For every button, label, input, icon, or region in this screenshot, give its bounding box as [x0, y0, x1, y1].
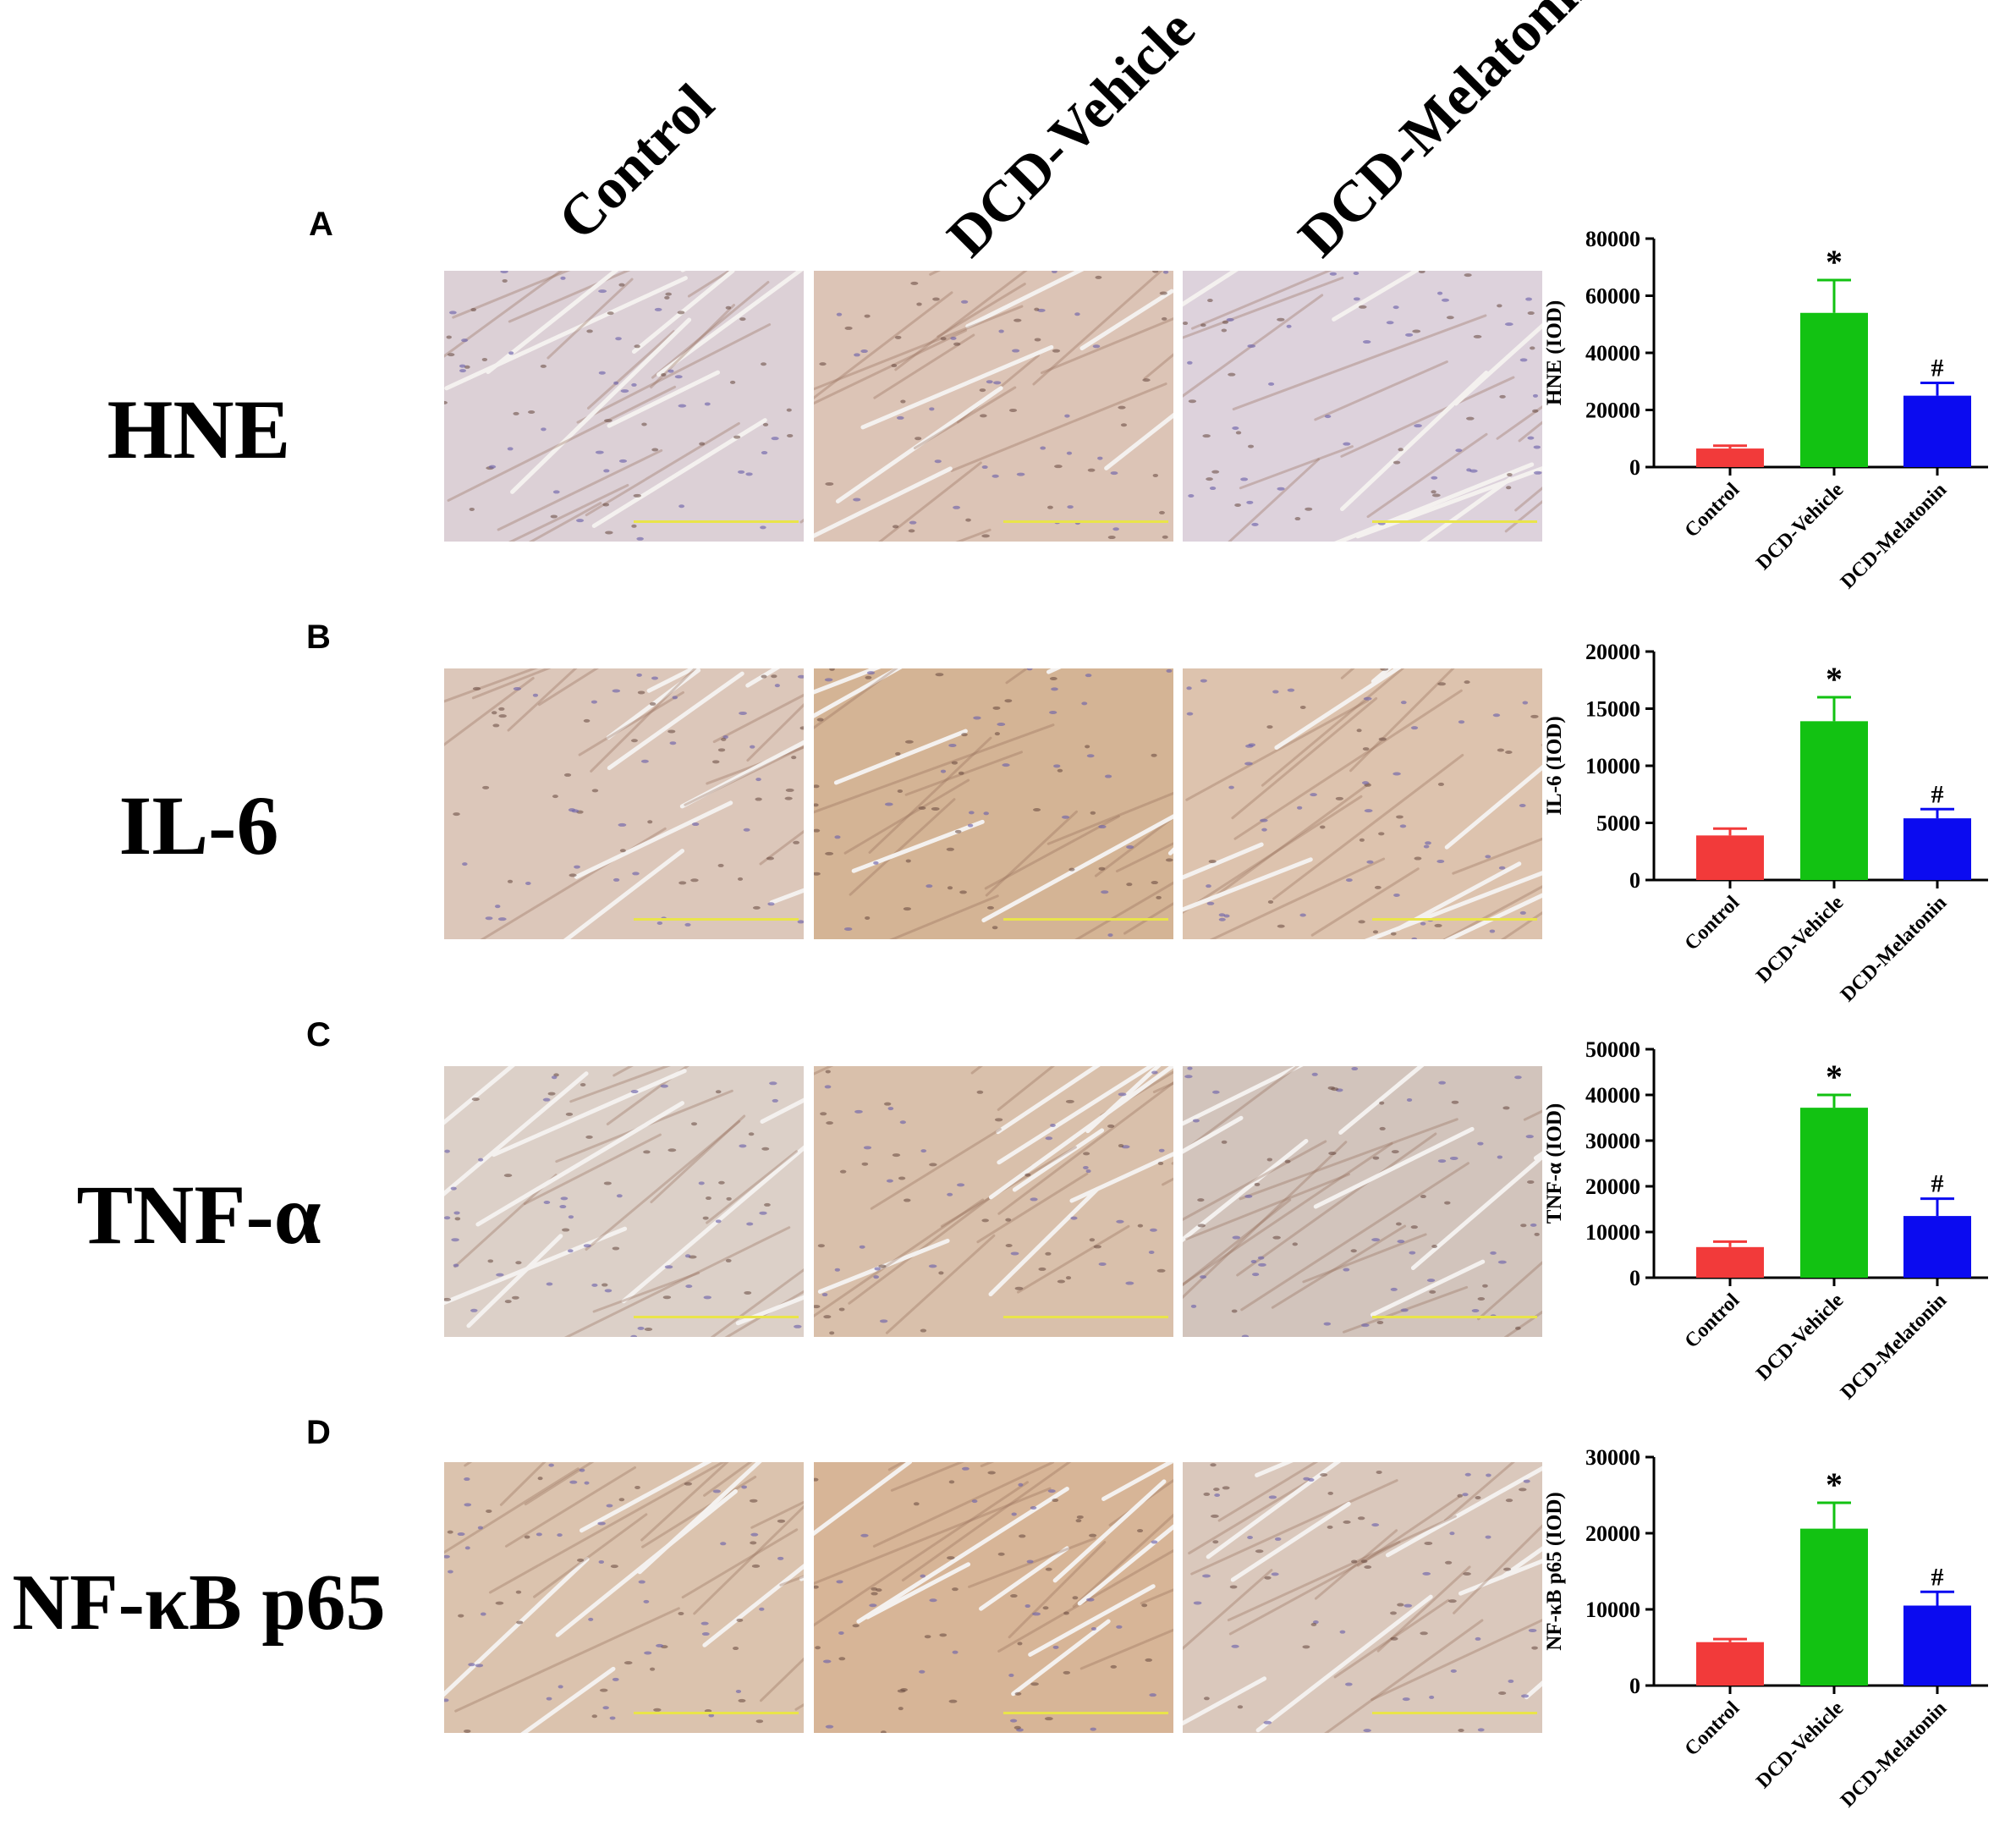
x-tick-label: DCD-Melatonin — [1837, 1290, 1951, 1404]
y-tick-label: 10000 — [1585, 754, 1640, 778]
micrograph-2-1 — [814, 1066, 1173, 1337]
scale-bar — [634, 520, 799, 523]
scale-bar — [1372, 918, 1537, 921]
significance-mark: # — [1931, 1170, 1944, 1198]
significance-mark: * — [1826, 243, 1843, 281]
micrograph-1-0 — [444, 668, 804, 939]
x-tick-label: Control — [1681, 892, 1744, 955]
scale-bar — [634, 1712, 799, 1714]
bar-dcd-vehicle — [1800, 1528, 1868, 1686]
micrograph-3-2 — [1183, 1462, 1542, 1733]
panel-letter-c: C — [306, 1016, 331, 1053]
scale-bar — [1003, 918, 1168, 921]
scale-bar — [634, 1316, 799, 1318]
y-tick-label: 20000 — [1585, 399, 1640, 423]
micrograph-2-2 — [1183, 1066, 1542, 1337]
x-tick-label: Control — [1681, 1697, 1744, 1761]
y-tick-label: 40000 — [1585, 341, 1640, 366]
bar-dcd-vehicle — [1800, 721, 1868, 880]
bar-chart-nfkb-p65: 0 10000 20000 30000 NF-κB p65 (IOD) Control * D… — [1543, 1445, 1988, 1812]
y-axis-label: NF-κB p65 (IOD) — [1543, 1492, 1566, 1651]
micrograph-3-0 — [444, 1462, 804, 1733]
significance-mark: # — [1931, 780, 1944, 808]
x-tick-label: DCD-Vehicle — [1752, 1697, 1848, 1793]
micrograph-0-1 — [814, 271, 1173, 542]
x-tick-label: Control — [1681, 1290, 1744, 1353]
y-tick-label: 20000 — [1585, 1174, 1640, 1199]
panel-letter-b: B — [306, 619, 331, 656]
row-label-nfkb-p65: NF-κB p65 — [12, 1559, 386, 1647]
y-tick-label: 20000 — [1585, 1521, 1640, 1546]
significance-mark: # — [1931, 1563, 1944, 1591]
y-axis-label: IL-6 (IOD) — [1543, 716, 1566, 815]
significance-mark: # — [1931, 354, 1944, 382]
scale-bar — [1372, 1712, 1537, 1714]
panel-letter-a: A — [309, 206, 333, 243]
micrograph-1-1 — [814, 668, 1173, 939]
bar-dcd-melatonin — [1903, 1605, 1971, 1686]
scale-bar — [1003, 520, 1168, 523]
y-tick-label: 15000 — [1585, 697, 1640, 722]
y-tick-label: 0 — [1629, 868, 1640, 893]
y-tick-label: 0 — [1629, 1266, 1640, 1290]
scale-bar — [1372, 1316, 1537, 1318]
significance-mark: * — [1826, 1058, 1843, 1096]
micrograph-0-2 — [1183, 271, 1542, 542]
bar-control — [1696, 835, 1764, 880]
x-tick-label: DCD-Vehicle — [1752, 479, 1848, 575]
x-tick-label: DCD-Melatonin — [1837, 892, 1951, 1006]
bar-dcd-melatonin — [1903, 1216, 1971, 1278]
bar-dcd-melatonin — [1903, 395, 1971, 467]
x-tick-label: DCD-Vehicle — [1752, 1290, 1848, 1385]
bar-control — [1696, 1642, 1764, 1686]
y-tick-label: 60000 — [1585, 284, 1640, 309]
y-axis-label: TNF-α (IOD) — [1543, 1103, 1566, 1224]
bar-dcd-vehicle — [1800, 312, 1868, 467]
bar-control — [1696, 448, 1764, 467]
micrograph-1-2 — [1183, 668, 1542, 939]
panel-letter-d: D — [306, 1414, 331, 1451]
y-axis-label: HNE (IOD) — [1543, 300, 1566, 405]
scale-bar — [634, 918, 799, 921]
y-tick-label: 10000 — [1585, 1598, 1640, 1622]
y-tick-label: 5000 — [1596, 811, 1640, 836]
row-label-tnfa: TNF-α — [76, 1168, 321, 1262]
x-tick-label: DCD-Vehicle — [1752, 892, 1848, 987]
y-tick-label: 50000 — [1585, 1037, 1640, 1062]
x-tick-label: Control — [1681, 479, 1744, 542]
y-tick-label: 80000 — [1585, 227, 1640, 251]
y-tick-label: 30000 — [1585, 1445, 1640, 1470]
significance-mark: * — [1826, 660, 1843, 698]
y-tick-label: 40000 — [1585, 1083, 1640, 1108]
bar-chart-il6: 0 5000 10000 15000 20000 IL-6 (IOD) Control * DC… — [1543, 640, 1988, 1006]
y-tick-label: 10000 — [1585, 1220, 1640, 1245]
significance-mark: * — [1826, 1466, 1843, 1504]
y-tick-label: 30000 — [1585, 1129, 1640, 1153]
scale-bar — [1372, 520, 1537, 523]
micrograph-0-0 — [444, 271, 804, 542]
row-label-hne: HNE — [107, 382, 291, 476]
x-tick-label: DCD-Melatonin — [1837, 1697, 1951, 1812]
bar-chart-hne: 0 20000 40000 60000 80000 HNE (IOD) Control * DC… — [1543, 227, 1988, 593]
scale-bar — [1003, 1712, 1168, 1714]
bar-chart-tnfa: 0 10000 20000 30000 40000 50000 TNF-α (IOD) Con… — [1543, 1037, 1988, 1404]
column-header-control: Control — [545, 71, 726, 252]
column-header-dcd-vehicle: DCD-Vehicle — [934, 0, 1207, 269]
micrograph-3-1 — [814, 1462, 1173, 1733]
y-tick-label: 20000 — [1585, 640, 1640, 664]
bar-dcd-melatonin — [1903, 818, 1971, 880]
micrograph-2-0 — [444, 1066, 804, 1337]
scale-bar — [1003, 1316, 1168, 1318]
y-tick-label: 0 — [1629, 455, 1640, 480]
row-label-il6: IL-6 — [118, 778, 279, 872]
y-tick-label: 0 — [1629, 1674, 1640, 1698]
bar-control — [1696, 1246, 1764, 1278]
x-tick-label: DCD-Melatonin — [1837, 479, 1951, 593]
bar-dcd-vehicle — [1800, 1108, 1868, 1278]
